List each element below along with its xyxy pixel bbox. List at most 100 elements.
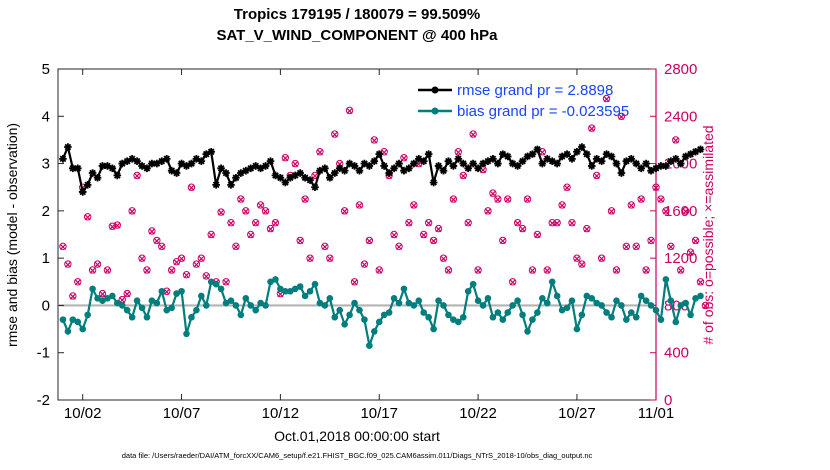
obs-possible-point — [518, 224, 527, 233]
bias-point — [514, 297, 521, 305]
bias-point — [366, 342, 373, 349]
obs-assimilated-point — [697, 279, 704, 286]
obs-possible-point — [83, 213, 92, 221]
obs-assimilated-point — [178, 255, 185, 262]
rmse-point-core — [545, 156, 550, 162]
obs-assimilated-point — [302, 196, 309, 203]
obs-possible-point — [340, 207, 349, 215]
rmse-point-core — [243, 168, 249, 173]
obs-assimilated-point — [198, 255, 205, 262]
obs-possible-point — [691, 236, 700, 245]
obs-assimilated-point — [341, 208, 348, 215]
rmse-point-core — [238, 170, 244, 176]
obs-possible-point — [632, 242, 640, 251]
rmse-point-core — [579, 144, 585, 150]
rmse-point-core — [441, 168, 446, 173]
bias-point — [311, 280, 319, 288]
obs-assimilated-point — [143, 267, 150, 274]
rmse-point-core — [278, 175, 283, 180]
bias-point — [652, 306, 660, 314]
obs-possible-point — [489, 189, 497, 197]
bias-point — [598, 302, 605, 309]
rmse-point-core — [515, 163, 520, 169]
rmse-point-core — [673, 156, 678, 162]
obs-possible-point — [138, 254, 146, 262]
rmse-point-core — [396, 161, 402, 166]
obs-possible-point — [508, 278, 517, 286]
obs-possible-point — [242, 207, 250, 215]
y-left-tick-label: 2 — [42, 203, 50, 220]
bias-point — [301, 292, 309, 300]
obs-possible-point — [667, 242, 675, 251]
rmse-point-core — [381, 163, 387, 169]
rmse-point-core — [688, 151, 693, 157]
rmse-point-core — [297, 170, 303, 176]
rmse-point-core — [406, 166, 412, 171]
bias-point — [435, 297, 442, 305]
bias-point — [484, 295, 492, 302]
obs-assimilated-point — [232, 243, 239, 250]
obs-possible-point — [192, 260, 201, 268]
rmse-point-core — [619, 170, 624, 176]
legend: rmse grand pr = 2.8898 bias grand pr = -… — [418, 82, 629, 120]
rmse-point-core — [540, 161, 545, 166]
obs-assimilated-point — [129, 208, 136, 215]
rmse-point-core — [204, 151, 209, 157]
bias-point — [563, 304, 571, 312]
bias-point — [667, 297, 675, 305]
obs-possible-point — [484, 207, 492, 215]
obs-possible-point — [301, 195, 309, 203]
bias-point — [662, 276, 670, 283]
y-right-tick-label: 0 — [664, 392, 672, 409]
bias-point — [504, 309, 512, 316]
rmse-point-core — [115, 173, 120, 178]
bias-point — [657, 316, 665, 323]
obs-possible-point — [375, 266, 383, 274]
rmse-point-core — [213, 182, 219, 188]
rmse-point-core — [367, 163, 372, 169]
bias-point — [627, 309, 635, 316]
rmse-point-core — [302, 175, 308, 180]
obs-assimilated-point — [391, 232, 398, 239]
obs-possible-point — [420, 230, 428, 239]
bias-point — [558, 306, 566, 314]
bias-point — [395, 299, 403, 307]
obs-assimilated-point — [672, 137, 679, 144]
rmse-point-core — [495, 161, 501, 166]
y-left-tick-label: 1 — [42, 250, 50, 267]
rmse-point-core — [663, 163, 669, 169]
obs-possible-point — [400, 153, 408, 162]
rmse-point-core — [228, 182, 234, 188]
bias-point — [89, 285, 96, 293]
obs-assimilated-point — [489, 190, 496, 197]
rmse-point-core — [668, 159, 674, 164]
obs-assimilated-point — [430, 237, 437, 245]
bias-point — [430, 325, 437, 333]
rmse-point-core — [574, 149, 580, 154]
bias-point — [168, 304, 175, 312]
obs-possible-point — [677, 266, 685, 274]
obs-assimilated-point — [514, 220, 521, 227]
obs-possible-point — [251, 218, 260, 227]
obs-possible-point — [523, 195, 532, 203]
bias-point — [252, 306, 259, 314]
obs-possible-point — [439, 254, 448, 262]
rmse-point-core — [209, 149, 214, 154]
obs-assimilated-point — [667, 243, 674, 250]
rmse-point-core — [683, 154, 688, 159]
rmse-point-core — [100, 163, 105, 169]
bias-point — [356, 306, 363, 314]
y-left-tick-label: 0 — [42, 297, 50, 314]
obs-possible-point — [261, 207, 270, 215]
bias-point — [479, 302, 487, 309]
obs-assimilated-point — [692, 237, 699, 245]
bias-point — [296, 283, 304, 290]
obs-possible-point — [563, 183, 571, 191]
bias-point — [272, 276, 279, 283]
plot-area — [57, 68, 657, 401]
obs-assimilated-point — [109, 223, 116, 230]
y-axis-label-right: # of obs: o=possible; ×=assimilated — [700, 125, 716, 344]
rmse-point-core — [411, 161, 417, 166]
obs-assimilated-point — [124, 291, 131, 298]
rmse-point-core — [322, 166, 328, 171]
